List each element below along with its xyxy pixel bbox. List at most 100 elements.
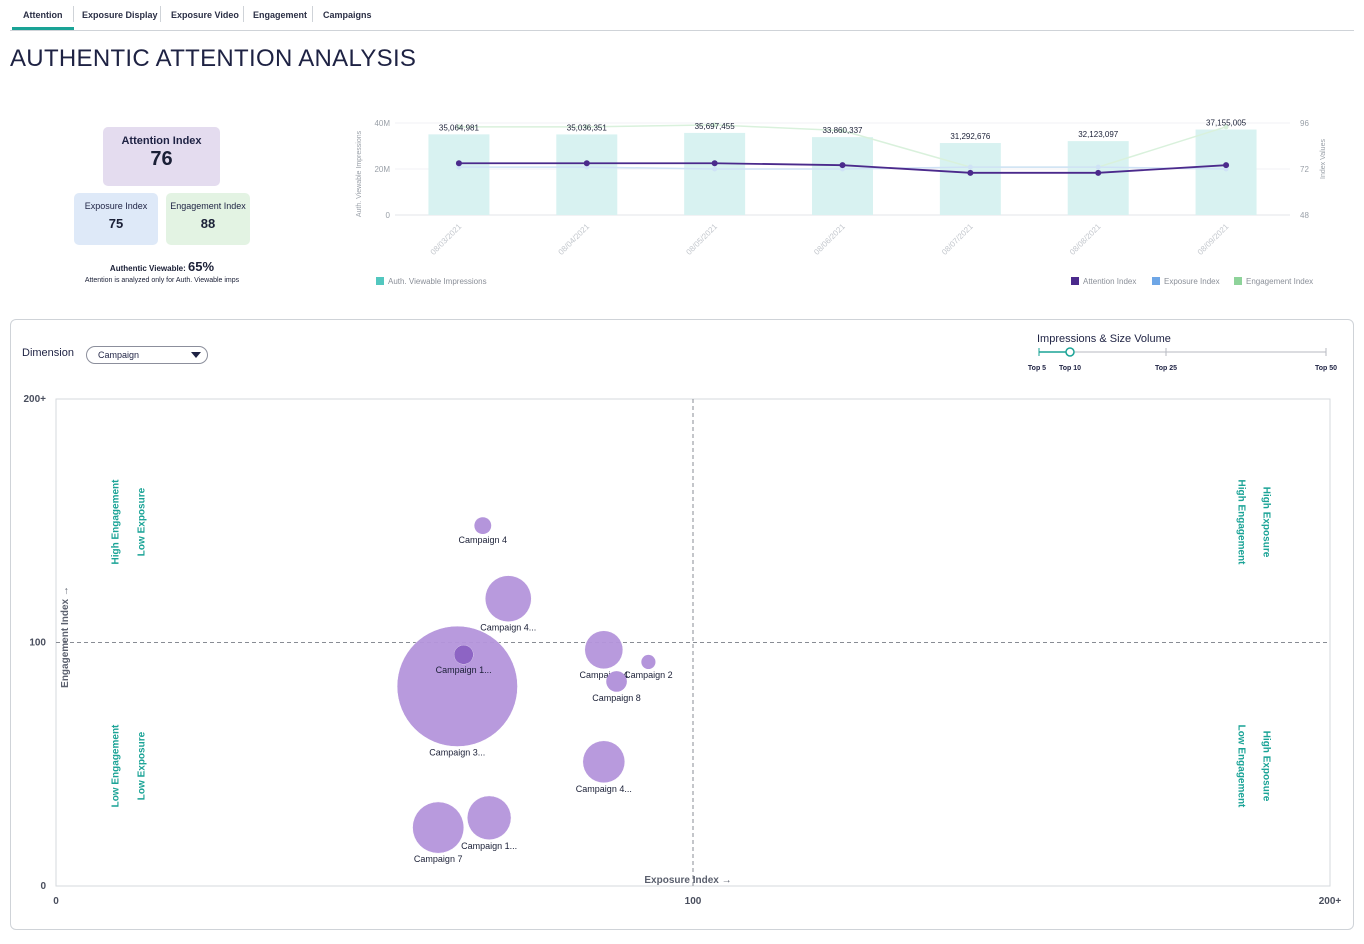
bubble-point: [484, 575, 532, 622]
y2-tick-label: 48: [1300, 211, 1309, 220]
y-axis-label: Auth. Viewable Impressions: [356, 130, 363, 217]
page-title: AUTHENTIC ATTENTION ANALYSIS: [10, 45, 417, 72]
authentic-viewable-value: 65%: [188, 259, 215, 274]
x-tick-label: 08/08/2021: [1068, 222, 1103, 257]
engagement-index-point: [1223, 124, 1229, 130]
impressions-bar: [684, 132, 746, 215]
y2-axis-label: Index Values: [1320, 139, 1327, 179]
quadrant-labels: High Engagement Low Exposure Low Engagemen…: [111, 479, 1272, 808]
impressions-bar: [1195, 129, 1257, 215]
legend-attention-swatch: [1071, 277, 1079, 285]
bar-value-label: 37,155,005: [1206, 119, 1247, 128]
quadrant-top-left-label: High Engagement: [111, 479, 122, 565]
y-axis-label: Engagement Index →: [60, 586, 71, 688]
bubble-label: Campaign 1...: [436, 665, 492, 675]
slider-stop-top-10[interactable]: Top 10: [1059, 365, 1081, 372]
size-volume-title: Impressions & Size Volume: [1037, 333, 1171, 345]
impressions-bar: [428, 134, 490, 215]
attention-index-label: Attention Index: [121, 135, 202, 147]
viewable-note: Attention is analyzed only for Auth. Vie…: [84, 277, 240, 284]
legend-attention: Attention Index: [1083, 277, 1136, 286]
legend-engagement-swatch: [1234, 277, 1242, 285]
quadrant-bottom-left-label: Low Exposure: [137, 731, 148, 800]
x-tick-label: 08/03/2021: [429, 222, 464, 257]
x-tick-label: 08/09/2021: [1196, 222, 1231, 257]
slider-stop-top-5[interactable]: Top 5: [1028, 365, 1046, 372]
exposure-index-card: Exposure Index 75: [74, 193, 158, 245]
y2-tick-label: 96: [1300, 119, 1309, 128]
tab-exposure-display[interactable]: Exposure Display: [82, 10, 158, 20]
tab-bar: Attention Exposure Display Exposure Vide…: [10, 0, 1354, 31]
x-tick-label: 0: [53, 896, 59, 907]
attention-index-point: [455, 160, 462, 167]
engagement-index-point: [456, 124, 462, 130]
x-tick-label: 08/05/2021: [684, 222, 719, 257]
scatter-frame: [55, 398, 1331, 887]
bubble-label: Campaign 7: [414, 854, 463, 864]
x-tick-label: 08/04/2021: [557, 222, 592, 257]
y-tick-label: 0: [386, 211, 391, 220]
legend-exposure: Exposure Index: [1164, 277, 1220, 286]
legend-swatch-impressions: [376, 277, 384, 285]
y-tick-label: 100: [29, 638, 46, 649]
quadrant-bottom-left-label: Low Engagement: [111, 724, 122, 807]
attention-index-point: [839, 162, 846, 169]
y2-tick-label: 72: [1300, 165, 1309, 174]
tab-exposure-video[interactable]: Exposure Video: [171, 10, 239, 20]
legend-impressions: Auth. Viewable Impressions: [388, 277, 487, 286]
bubble-point: [396, 625, 518, 747]
impressions-trend-chart: 0 20M 40M 48 72 96 Auth. Viewable Impressions I…: [356, 119, 1327, 286]
impressions-bar: [939, 143, 1001, 215]
size-volume-slider[interactable]: Top 5 Top 10 Top 25 Top 50: [1020, 344, 1350, 374]
y-tick-label: 0: [40, 881, 46, 892]
exposure-index-point: [1095, 164, 1101, 170]
bubble-label: Campaign 4: [580, 670, 629, 680]
tab-attention[interactable]: Attention: [12, 0, 74, 30]
bar-value-label: 35,064,981: [439, 123, 480, 132]
bubble-label: Campaign 8: [592, 693, 641, 703]
tab-divider: [73, 6, 74, 22]
quadrant-bottom-right-label: Low Engagement: [1235, 725, 1246, 808]
dimension-select[interactable]: Campaign: [86, 346, 208, 364]
y-tick-label: 40M: [374, 119, 390, 128]
quadrant-top-right-label: High Exposure: [1260, 487, 1271, 558]
bubble-point: [582, 740, 626, 784]
legend-engagement: Engagement Index: [1246, 277, 1313, 286]
bubble-points: Campaign 4 Campaign 4... Campaign 1... Camp…: [396, 516, 673, 864]
bubble-point: [412, 801, 465, 854]
engagement-index-value: 88: [200, 216, 216, 231]
attention-index-card: Attention Index 76: [103, 127, 220, 186]
bubble-label: Campaign 2: [624, 670, 673, 680]
authentic-viewable: Authentic Viewable: 65%: [40, 259, 284, 274]
bar-value-label: 35,036,351: [567, 123, 608, 132]
bubble-point-small: [606, 671, 627, 692]
exposure-index-point: [967, 164, 973, 170]
impressions-bars: [428, 129, 1257, 215]
attention-index-point: [967, 169, 974, 176]
bubble-point-small: [454, 645, 474, 665]
bubble-label: Campaign 3...: [429, 748, 485, 758]
bar-value-label: 32,123,097: [1078, 130, 1119, 139]
bar-value-label: 31,292,676: [950, 132, 991, 141]
quadrant-top-right-label: High Engagement: [1235, 479, 1246, 565]
exposure-index-label: Exposure Index: [84, 201, 148, 211]
x-tick-label: 08/07/2021: [940, 222, 975, 257]
bubble-label: Campaign 4...: [480, 623, 536, 633]
tab-divider: [312, 6, 313, 22]
slider-stop-top-50[interactable]: Top 50: [1315, 365, 1337, 372]
bubble-label: Campaign 4...: [576, 784, 632, 794]
bar-value-label: 35,697,455: [695, 122, 736, 131]
y-tick-label: 20M: [374, 165, 390, 174]
legend-exposure-swatch: [1152, 277, 1160, 285]
x-axis-label: Exposure Index →: [644, 875, 731, 886]
tab-campaigns[interactable]: Campaigns: [323, 10, 372, 20]
bubble-point: [466, 795, 512, 841]
slider-stop-top-25[interactable]: Top 25: [1155, 365, 1177, 372]
dimension-label: Dimension: [22, 347, 74, 359]
bubble-point-small: [474, 517, 492, 535]
x-tick-label: 08/06/2021: [812, 222, 847, 257]
x-tick-label: 100: [685, 896, 702, 907]
slider-handle[interactable]: [1065, 347, 1075, 357]
tab-engagement[interactable]: Engagement: [253, 10, 308, 20]
attention-index-value: 76: [150, 148, 173, 170]
